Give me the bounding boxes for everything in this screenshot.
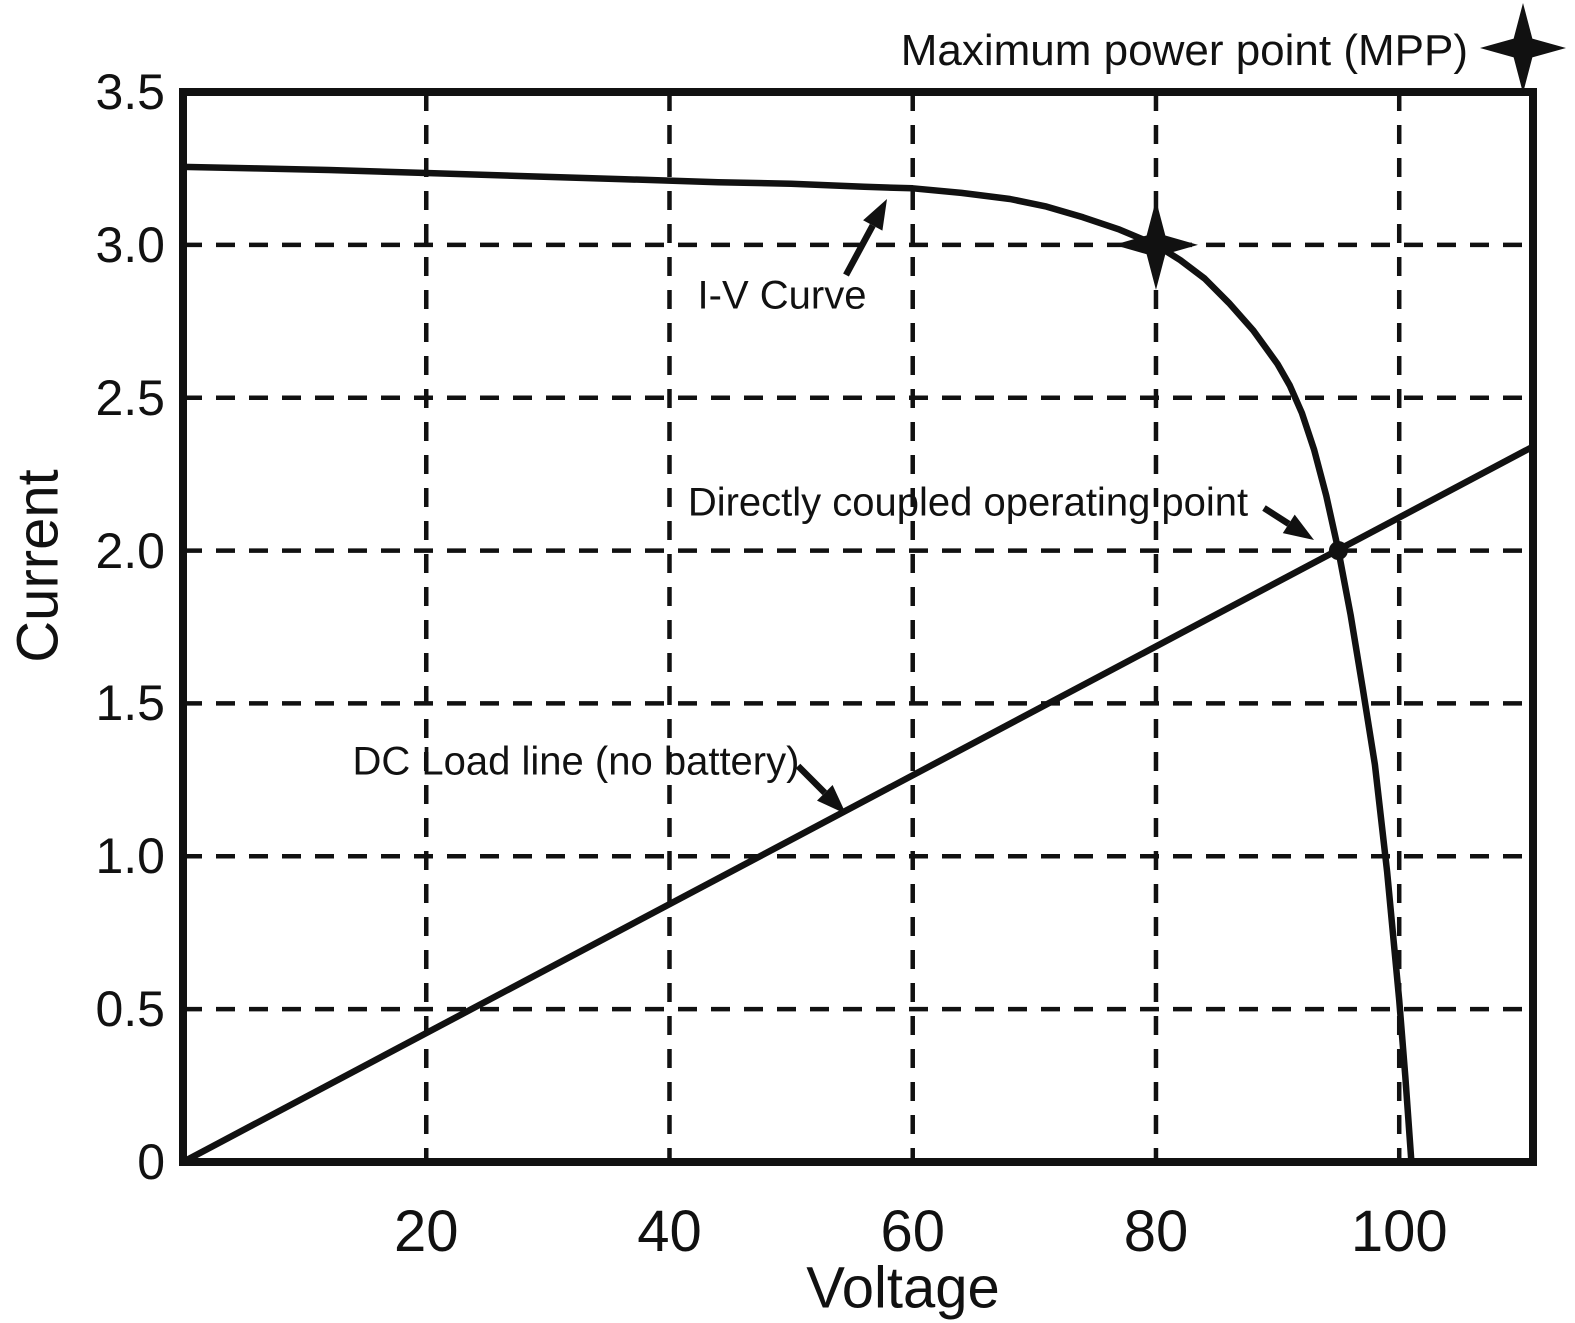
operating-point-dot bbox=[1328, 541, 1348, 561]
iv-curve-line bbox=[182, 163, 1415, 1163]
dc-load-line bbox=[181, 443, 1535, 1165]
mpp-star-icon bbox=[1480, 3, 1566, 93]
mpp-star-marker bbox=[1113, 199, 1198, 290]
y-tick-label: 0 bbox=[137, 1134, 165, 1190]
y-tick-label: 0.5 bbox=[95, 981, 165, 1038]
annotation-load-line: DC Load line (no battery) bbox=[352, 739, 800, 784]
x-tick-label: 100 bbox=[1350, 1199, 1448, 1264]
y-axis-label: Current bbox=[5, 469, 71, 663]
y-tick-label: 1.0 bbox=[95, 828, 165, 885]
y-tick-label: 3.0 bbox=[95, 216, 165, 273]
mpp-star-glyph bbox=[1480, 3, 1566, 93]
y-tick-label: 3.5 bbox=[95, 64, 165, 120]
x-tick-label: 40 bbox=[637, 1199, 702, 1264]
x-axis-label: Voltage bbox=[806, 1255, 1000, 1321]
annotation-arrow-shaft bbox=[795, 763, 828, 796]
x-tick-label: 60 bbox=[880, 1199, 945, 1264]
y-tick-label: 2.5 bbox=[95, 369, 165, 426]
annotation-iv-curve: I-V Curve bbox=[697, 273, 867, 318]
x-tick-label: 80 bbox=[1123, 1199, 1189, 1264]
annotation-arrowhead bbox=[863, 199, 887, 231]
legend-label: Maximum power point (MPP) bbox=[900, 26, 1468, 75]
x-tick-label: 20 bbox=[393, 1199, 459, 1264]
annotation-arrowhead bbox=[1282, 514, 1314, 540]
y-tick-label: 1.5 bbox=[95, 675, 165, 732]
plot-border bbox=[179, 88, 1537, 1166]
annotation-arrowhead bbox=[817, 785, 846, 814]
legend: Maximum power point (MPP) bbox=[0, 0, 1575, 93]
annotation-arrow-shaft bbox=[843, 223, 876, 277]
annotation-operating-point: Directly coupled operating point bbox=[687, 480, 1249, 525]
y-tick-label: 2.0 bbox=[95, 522, 165, 579]
annotation-arrow-shaft bbox=[1262, 505, 1291, 527]
